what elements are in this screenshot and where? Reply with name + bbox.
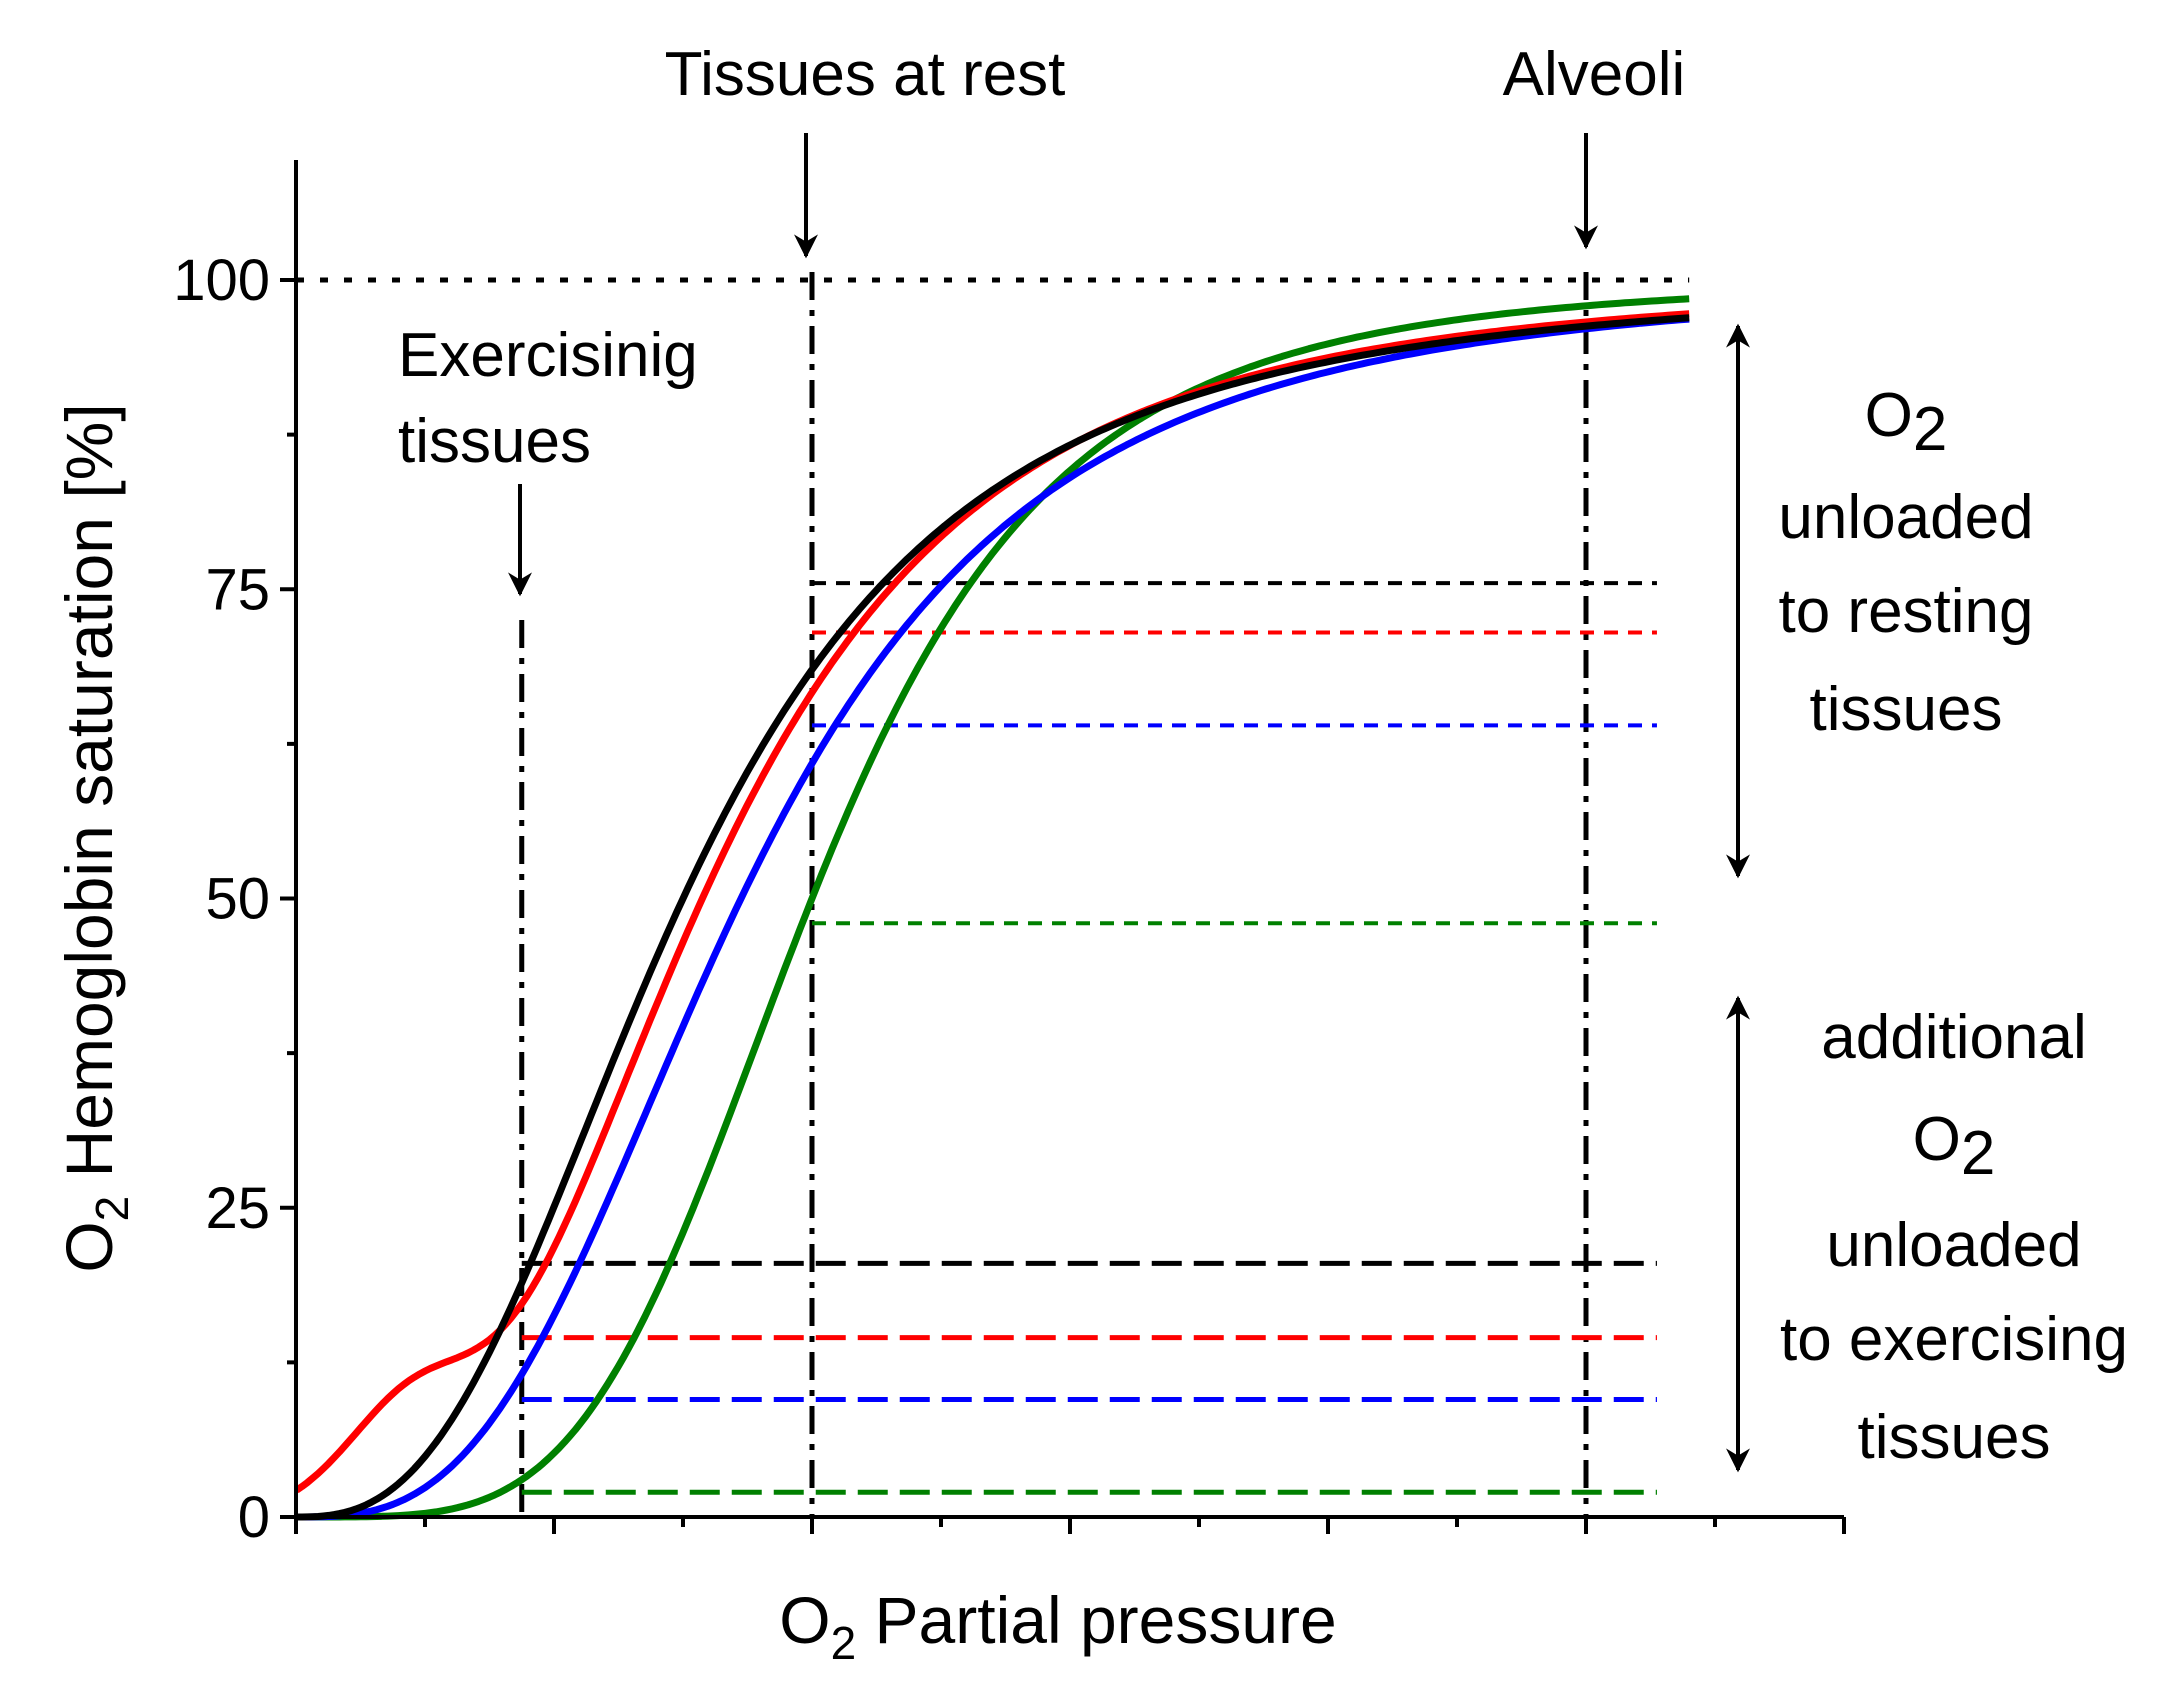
tissues-at-rest-label: Tissues at rest <box>665 40 1066 109</box>
exercise-label-line1: additional <box>1821 1003 2086 1072</box>
resting-label-line3: to resting <box>1778 577 2033 646</box>
y-axis-title-o: O <box>52 1221 126 1272</box>
x-axis-title-text: Partial pressure <box>856 1583 1337 1657</box>
curve-black <box>296 314 1690 1521</box>
exercising-tissues-label-1: Exercisinig <box>398 321 698 390</box>
resting-o2-subscript: 2 <box>1913 395 1947 464</box>
y-tick-label: 100 <box>173 248 270 313</box>
y-axis-title-text: Hemoglobin saturation [%] <box>52 403 126 1195</box>
reference-lines <box>296 272 1690 1517</box>
resting-label-line4: tissues <box>1810 675 2003 744</box>
resting-o2-label: O2 <box>1865 381 1948 464</box>
exercise-o2-label: O2 <box>1913 1105 1996 1188</box>
dissociation-curves <box>294 295 1690 1521</box>
exercising-tissues-label-2: tissues <box>398 407 591 476</box>
exercise-label-line5: tissues <box>1858 1403 2051 1472</box>
exercise-label-line3: unloaded <box>1826 1211 2081 1280</box>
x-ticks <box>294 1517 1846 1534</box>
curve-blue <box>296 315 1690 1521</box>
alveoli-label: Alveoli <box>1503 40 1686 109</box>
y-tick-label: 75 <box>205 557 270 622</box>
x-axis-title-o: O <box>779 1583 830 1657</box>
x-axis-title-subscript: 2 <box>831 1617 857 1669</box>
curve-green <box>296 295 1690 1521</box>
y-tick-label: 25 <box>205 1176 270 1241</box>
axes: 0 25 50 75 100 <box>173 160 1846 1550</box>
y-tick-label: 50 <box>205 867 270 932</box>
y-axis-title-subscript: 2 <box>86 1196 138 1222</box>
y-tick-label: 0 <box>238 1485 270 1550</box>
x-axis-title: O2 Partial pressure <box>779 1583 1336 1669</box>
y-axis-title: O2 Hemoglobin saturation [%] <box>52 403 138 1272</box>
resting-label-line2: unloaded <box>1778 483 2033 552</box>
exercise-o2-o: O <box>1913 1105 1961 1174</box>
exercise-label-line4: to exercising <box>1780 1305 2128 1374</box>
y-ticks: 0 25 50 75 100 <box>173 248 296 1550</box>
saturation-level-lines <box>521 581 1657 1495</box>
resting-o2-o: O <box>1865 381 1913 450</box>
exercise-o2-subscript: 2 <box>1961 1119 1995 1188</box>
